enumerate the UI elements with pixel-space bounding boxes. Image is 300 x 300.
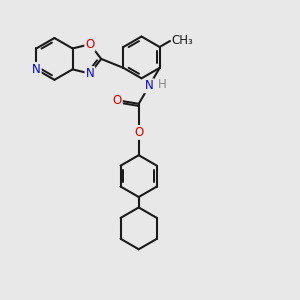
Text: N: N [85, 67, 94, 80]
Text: N: N [32, 63, 41, 76]
Text: O: O [112, 94, 122, 107]
Text: O: O [134, 126, 143, 139]
Text: O: O [85, 38, 94, 51]
Text: CH₃: CH₃ [172, 34, 193, 47]
Text: N: N [145, 80, 154, 92]
Text: H: H [158, 78, 166, 91]
